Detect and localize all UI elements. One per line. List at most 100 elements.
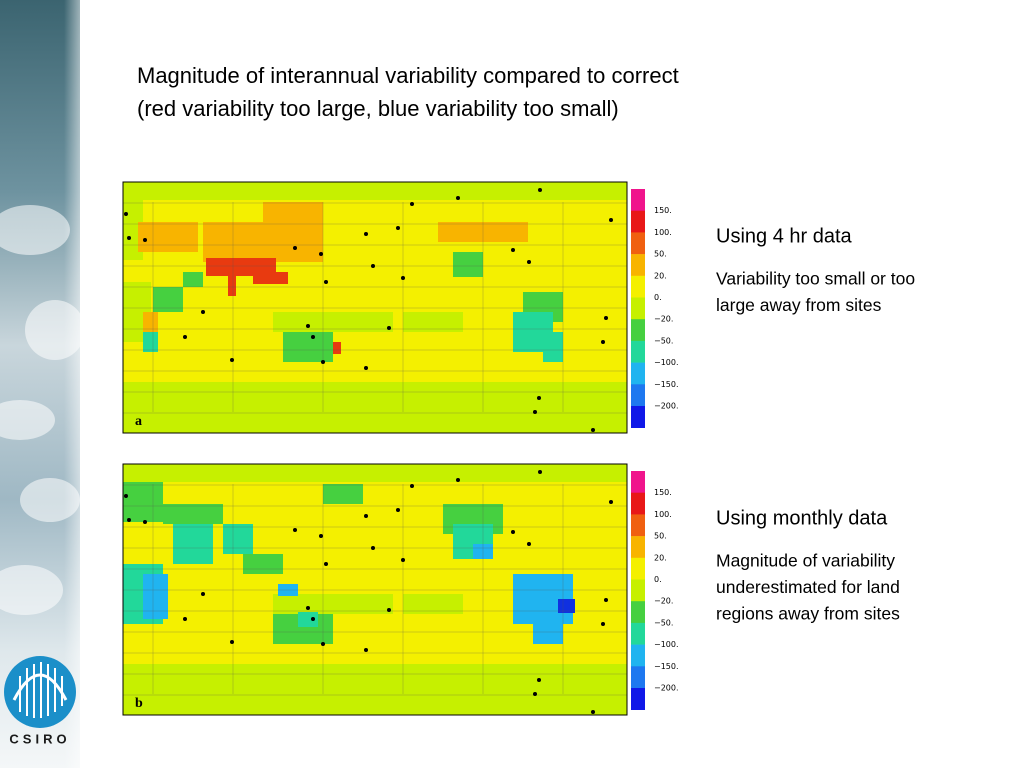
colorbar-bin xyxy=(631,362,645,385)
site-dot xyxy=(324,562,328,566)
site-dot xyxy=(364,366,368,370)
site-dot xyxy=(387,608,391,612)
map-region xyxy=(403,594,463,614)
site-dot xyxy=(533,692,537,696)
panel-label: b xyxy=(135,696,143,711)
map-region xyxy=(263,202,323,222)
colorbar-bin xyxy=(631,557,645,580)
map-region xyxy=(543,332,563,362)
site-dot xyxy=(538,470,542,474)
site-dot xyxy=(396,226,400,230)
map-region xyxy=(123,182,627,200)
map-region xyxy=(223,524,253,554)
map-region xyxy=(228,276,236,296)
site-dot xyxy=(609,500,613,504)
site-dot xyxy=(143,238,147,242)
colorbar-bin xyxy=(631,210,645,233)
map-region xyxy=(143,574,168,619)
site-dot xyxy=(410,484,414,488)
colorbar-label: −200. xyxy=(654,402,679,411)
map-region xyxy=(163,504,223,524)
site-dot xyxy=(293,246,297,250)
site-dot xyxy=(183,335,187,339)
colorbar-bin xyxy=(631,384,645,407)
colorbar-label: −50. xyxy=(654,618,673,627)
colorbar-bin xyxy=(631,666,645,689)
site-dot xyxy=(364,648,368,652)
site-dot xyxy=(311,335,315,339)
site-dot xyxy=(591,710,595,714)
colorbar-bin xyxy=(631,275,645,298)
site-dot xyxy=(401,558,405,562)
site-dot xyxy=(306,606,310,610)
site-dot xyxy=(511,530,515,534)
site-dot xyxy=(321,642,325,646)
site-dot xyxy=(201,310,205,314)
map-region xyxy=(558,599,575,613)
site-dot xyxy=(306,324,310,328)
panel-description: regions away from sites xyxy=(716,604,900,624)
map-region xyxy=(123,664,627,715)
colorbar-bin xyxy=(631,297,645,320)
colorbar-bin xyxy=(631,189,645,211)
colorbar-label: 50. xyxy=(654,250,667,259)
map-region xyxy=(123,464,627,482)
site-dot xyxy=(124,212,128,216)
colorbar-label: −50. xyxy=(654,336,673,345)
colorbar-bin xyxy=(631,644,645,667)
colorbar-label: 20. xyxy=(654,271,667,280)
colorbar-label: 20. xyxy=(654,553,667,562)
map-region xyxy=(273,312,393,332)
colorbar-label: −200. xyxy=(654,684,679,693)
site-dot xyxy=(601,340,605,344)
site-dot xyxy=(230,358,234,362)
site-dot xyxy=(601,622,605,626)
map-region xyxy=(298,612,318,627)
colorbar-bin xyxy=(631,254,645,277)
colorbar-bin xyxy=(631,536,645,559)
site-dot xyxy=(456,478,460,482)
colorbar-label: −100. xyxy=(654,358,679,367)
site-dot xyxy=(293,528,297,532)
site-dot xyxy=(511,248,515,252)
colorbar-label: 150. xyxy=(654,206,672,215)
site-dot xyxy=(387,326,391,330)
map-panel: b 150. 100. 50. 20. 0. −20. −50. −100. −150. −200.… xyxy=(122,463,900,716)
site-dot xyxy=(410,202,414,206)
site-dot xyxy=(364,232,368,236)
colorbar-label: −150. xyxy=(654,662,679,671)
site-dot xyxy=(538,188,542,192)
site-dot xyxy=(319,534,323,538)
site-dot xyxy=(127,518,131,522)
colorbar-bin xyxy=(631,492,645,515)
site-dot xyxy=(371,546,375,550)
map-region xyxy=(323,484,363,504)
colorbar-bin xyxy=(631,471,645,493)
colorbar-label: 0. xyxy=(654,293,662,302)
clouds xyxy=(0,205,85,615)
map-region xyxy=(123,482,163,522)
panel-label: a xyxy=(135,414,142,429)
panel-heading: Using 4 hr data xyxy=(716,225,853,247)
panel-description: large away from sites xyxy=(716,295,882,315)
map-region xyxy=(283,332,333,362)
map-region xyxy=(206,258,276,276)
site-dot xyxy=(230,640,234,644)
map-region xyxy=(138,222,198,252)
colorbar-bin xyxy=(631,232,645,255)
colorbar-bin xyxy=(631,622,645,645)
map-frame xyxy=(122,463,628,716)
map-panel: a 150. 100. 50. 20. 0. −20. −50. −100. −150. −200.… xyxy=(122,181,915,434)
panel-heading: Using monthly data xyxy=(716,507,888,529)
site-dot xyxy=(127,236,131,240)
colorbar-bin xyxy=(631,579,645,602)
colorbar-bin xyxy=(631,406,645,428)
panel-description: Variability too small or too xyxy=(716,269,915,289)
title-line: (red variability too large, blue variabi… xyxy=(137,96,619,121)
sky-fade xyxy=(0,0,80,768)
colorbar-bin xyxy=(631,514,645,537)
colorbar-label: −150. xyxy=(654,380,679,389)
site-dot xyxy=(311,617,315,621)
logo-text: CSIRO xyxy=(9,731,70,746)
